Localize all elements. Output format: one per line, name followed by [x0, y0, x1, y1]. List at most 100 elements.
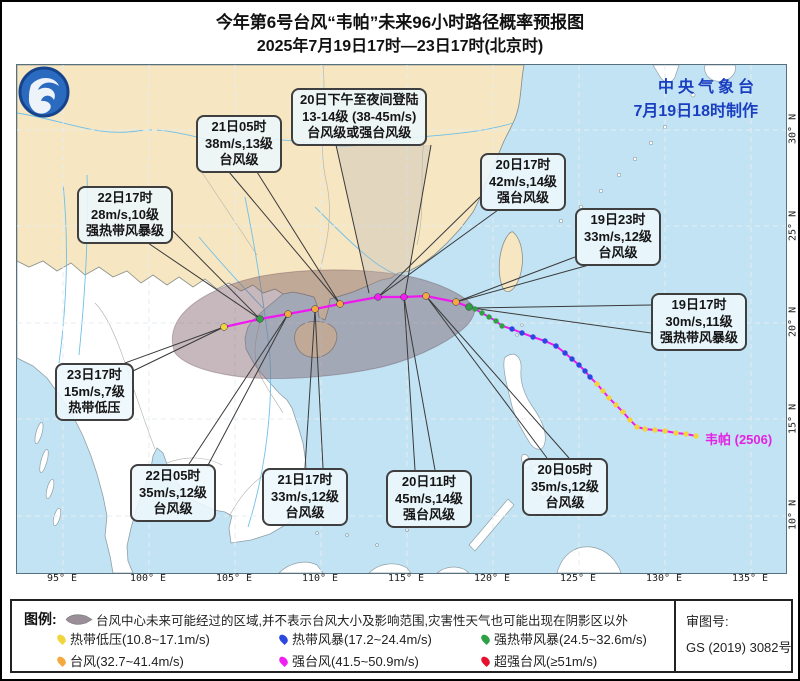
callout-time: 23日17时: [66, 367, 122, 382]
legend-label: 超强台风(≥51m/s): [494, 654, 598, 669]
borneo-edge: [278, 561, 324, 573]
callout-wind: 15m/s,7级: [64, 383, 125, 399]
forecast-track: [220, 292, 473, 331]
lat-label: 30° N: [787, 113, 799, 145]
callout-time: 21日17时: [277, 472, 333, 487]
lat-label: 10° N: [787, 499, 799, 531]
callout-22d05h: 22日05时 35m/s,12级 台风级: [130, 464, 216, 522]
callout-time: 19日23时: [590, 212, 646, 227]
callout-category: 强热带风暴级: [660, 330, 739, 345]
lat-label: 25° N: [787, 210, 799, 242]
legend-label: 台风(32.7~41.4m/s): [70, 654, 184, 669]
latitude-axis: 30° N 25° N 20° N 15° N 10° N: [785, 64, 799, 572]
kyushu-island: [704, 65, 736, 82]
lon-label: 125° E: [559, 573, 597, 584]
cone-legend-note: 台风中心未来可能经过的区域,并不表示台风大小及影响范围,灾害性天气也可能出现在阴…: [96, 614, 628, 628]
lat-label: 20° N: [787, 306, 799, 338]
fp-21d05h: [336, 300, 344, 308]
severe-tropical-storm-icon: [479, 632, 492, 645]
tropical-storm-icon: [277, 632, 290, 645]
callout-21d17h: 21日17时 33m/s,12级 台风级: [262, 468, 348, 526]
legend-item-sty: 强台风(41.5~50.9m/s): [277, 651, 419, 670]
callout-category: 热带低压: [68, 400, 121, 415]
fp-23d17h: [220, 323, 228, 331]
callout-landfall: 20日下午至夜间登陆 13-14级 (38-45m/s) 台风级或强台风级: [291, 88, 428, 146]
fp-20d05h: [422, 292, 430, 300]
observed-points-tropical-depression: [594, 381, 699, 439]
longitude-axis: 95° E 100° E 105° E 110° E 115° E 120° E…: [2, 573, 798, 589]
lon-label: 120° E: [473, 573, 511, 584]
callout-time: 19日17时: [671, 297, 727, 312]
cone-legend-icon: [65, 614, 93, 625]
severe-typhoon-icon: [277, 654, 290, 667]
legend-label: 强热带风暴(24.5~32.6m/s): [494, 632, 647, 647]
callout-time: 20日05时: [537, 462, 593, 477]
callout-wind: 13-14级 (38-45m/s): [302, 108, 417, 124]
callout-category: 强台风级: [496, 190, 549, 205]
callout-category: 台风级: [219, 152, 259, 167]
luzon-island: [503, 353, 546, 450]
issue-time: 7月19日18时制作: [633, 103, 759, 120]
fp-22d05h: [284, 310, 292, 318]
fp-19d23h: [452, 298, 460, 306]
lon-label: 130° E: [645, 573, 683, 584]
callout-22d17h: 22日17时 28m/s,10级 强热带风暴级: [77, 186, 174, 244]
callout-wind: 45m/s,14级: [395, 490, 463, 506]
callout-wind: 33m/s,12级: [271, 488, 339, 504]
callout-category: 台风级或强台风级: [307, 125, 412, 140]
page-title: 今年第6号台风“韦帕”未来96小时路径概率预报图: [215, 13, 585, 32]
callout-19d17h-current: 19日17时 30m/s,11级 强热带风暴级: [651, 293, 748, 351]
lat-label: 15° N: [787, 403, 799, 435]
callout-20d05h: 20日05时 35m/s,12级 台风级: [522, 458, 608, 516]
legend-label: 热带低压(10.8~17.1m/s): [70, 632, 210, 647]
legend-item-ts: 热带风暴(17.2~24.4m/s): [277, 629, 432, 648]
landfall-beam: [335, 144, 432, 296]
lon-label: 110° E: [301, 573, 339, 584]
super-typhoon-icon: [479, 654, 492, 667]
approval-label: 审图号:: [686, 614, 729, 629]
callout-wind: 33m/s,12级: [584, 228, 652, 244]
lon-label: 135° E: [731, 573, 769, 584]
producer-name: 中央气象台: [657, 79, 758, 96]
lon-label: 100° E: [129, 573, 167, 584]
approval-number: GS (2019) 3082号: [686, 640, 792, 655]
callout-time: 20日下午至夜间登陆: [300, 92, 419, 107]
callout-wind: 42m/s,14级: [489, 173, 557, 189]
callout-wind: 28m/s,10级: [91, 206, 159, 222]
palawan-island: [468, 498, 515, 552]
callout-wind: 35m/s,12级: [139, 484, 207, 500]
fp-20d11h: [400, 293, 408, 301]
korea-peninsula: [652, 65, 680, 83]
legend-label: 热带风暴(17.2~24.4m/s): [292, 632, 432, 647]
legend-item-td: 热带低压(10.8~17.1m/s): [55, 629, 210, 648]
callout-category: 强台风级: [402, 507, 455, 522]
legend-divider: [674, 601, 676, 671]
callout-category: 台风级: [153, 501, 193, 516]
current-position-point: [465, 303, 473, 311]
callout-time: 20日17时: [495, 157, 551, 172]
tropical-depression-icon: [55, 632, 68, 645]
lon-label: 105° E: [215, 573, 253, 584]
map-approval-number: 审图号: GS (2019) 3082号: [686, 609, 792, 661]
callout-time: 22日17时: [97, 190, 153, 205]
callout-time: 21日05时: [211, 119, 267, 134]
legend-item-sts: 强热带风暴(24.5~32.6m/s): [479, 629, 647, 648]
callout-wind: 35m/s,12级: [531, 478, 599, 494]
legend-item-ty: 台风(32.7~41.4m/s): [55, 651, 184, 670]
typhoon-track-map: 中央气象台 7月19日18时制作 韦帕 (2506) 21日05时 38m/s,…: [16, 64, 787, 574]
callout-time: 20日11时: [401, 474, 457, 489]
typhoon-icon: [55, 654, 68, 667]
lon-label: 115° E: [387, 573, 425, 584]
callout-category: 强热带风暴级: [86, 223, 165, 238]
observed-points-severe-tropical-storm: [472, 306, 505, 329]
mindanao: [556, 546, 622, 573]
observed-track: [468, 306, 699, 439]
legend-box: 图例: 台风中心未来可能经过的区域,并不表示台风大小及影响范围,灾害性天气也可能…: [10, 599, 793, 673]
taiwan-island: [498, 231, 523, 293]
callout-category: 台风级: [545, 495, 585, 510]
callout-time: 22日05时: [145, 468, 201, 483]
callout-20d17h: 20日17时 42m/s,14级 强台风级: [480, 153, 566, 211]
legend-heading: 图例:: [24, 611, 57, 627]
callout-23d17h: 23日17时 15m/s,7级 热带低压: [55, 363, 134, 421]
callout-leader-lines: [124, 171, 652, 471]
